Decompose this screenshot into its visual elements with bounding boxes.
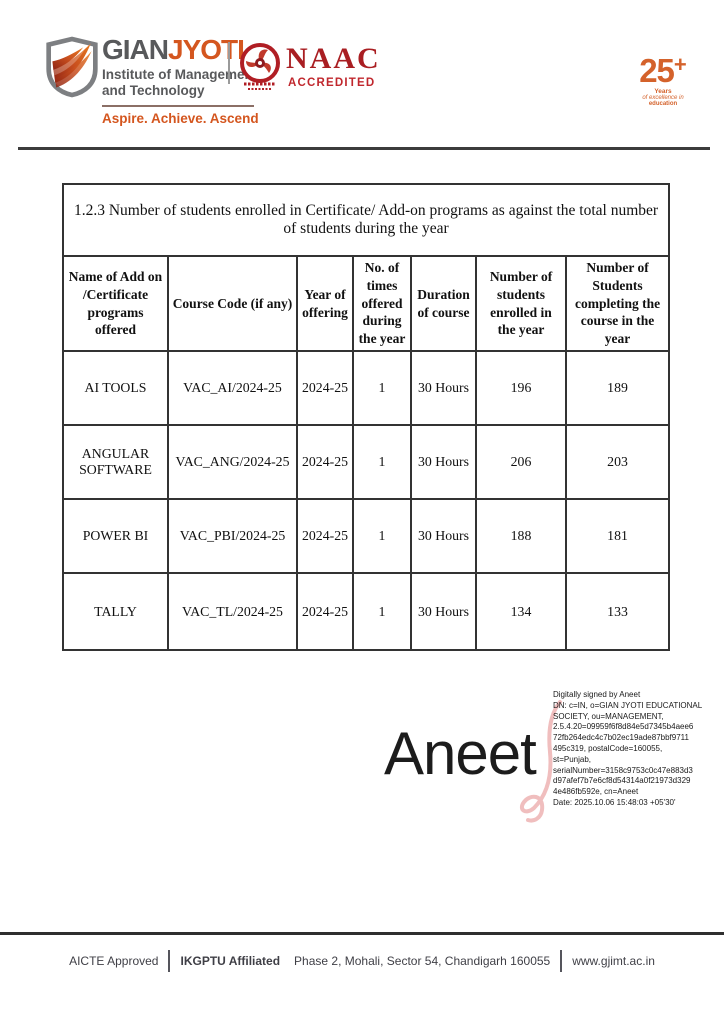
footer-divider bbox=[168, 950, 171, 972]
institute-tagline: Aspire. Achieve. Ascend bbox=[102, 111, 259, 127]
badge-number: 25 bbox=[639, 52, 675, 89]
footer-horizontal-rule bbox=[0, 932, 724, 935]
institute-name-gian: GIAN bbox=[102, 34, 169, 65]
cell-course-code: VAC_ANG/2024-25 bbox=[167, 424, 298, 501]
footer-aicte-label: AICTE Approved bbox=[69, 954, 159, 968]
cell-program-name: TALLY bbox=[62, 572, 169, 652]
gjimt-shield-logo-icon bbox=[46, 36, 98, 98]
col-header-duration: Duration of course bbox=[410, 254, 477, 353]
col-header-enrolled: Number of students enrolled in the year bbox=[475, 254, 567, 353]
cell-enrolled: 134 bbox=[475, 572, 567, 652]
signature-flourish-icon bbox=[519, 700, 562, 823]
header-vertical-divider bbox=[228, 42, 230, 84]
cell-year: 2024-25 bbox=[296, 498, 354, 575]
cell-times-offered: 1 bbox=[352, 350, 412, 427]
cell-times-offered: 1 bbox=[352, 572, 412, 652]
cell-completing: 133 bbox=[564, 572, 671, 652]
col-header-course-code: Course Code (if any) bbox=[167, 254, 298, 353]
col-header-times-offered: No. of times offered during the year bbox=[352, 254, 412, 353]
header-horizontal-rule bbox=[18, 147, 710, 150]
badge-excellence-label: of excellence in bbox=[642, 95, 684, 101]
footer-divider bbox=[560, 950, 563, 972]
cell-year: 2024-25 bbox=[296, 572, 354, 652]
cell-program-name: ANGULAR SOFTWARE bbox=[62, 424, 169, 501]
institute-name: GIANJYOTI bbox=[102, 36, 259, 64]
cell-year: 2024-25 bbox=[296, 424, 354, 501]
institute-name-jyoti: JYOTI bbox=[168, 34, 245, 65]
col-header-year: Year of offering bbox=[296, 254, 354, 353]
cell-program-name: POWER BI bbox=[62, 498, 169, 575]
footer-bar: AICTE Approved IKGPTU Affiliated Phase 2… bbox=[0, 948, 724, 974]
logo-divider-rule bbox=[102, 105, 254, 108]
digital-signature-details: Digitally signed by Aneet DN: c=IN, o=GI… bbox=[553, 690, 703, 807]
footer-website: www.gjimt.ac.in bbox=[572, 954, 655, 968]
institute-subtitle-line1: Institute of Management bbox=[102, 67, 258, 82]
cell-program-name: AI TOOLS bbox=[62, 350, 169, 427]
table-title: 1.2.3 Number of students enrolled in Cer… bbox=[61, 183, 671, 257]
table-row: ANGULAR SOFTWARE VAC_ANG/2024-25 2024-25… bbox=[62, 424, 671, 501]
enrollment-table: 1.2.3 Number of students enrolled in Cer… bbox=[61, 183, 671, 652]
cell-completing: 181 bbox=[564, 498, 671, 575]
cell-duration: 30 Hours bbox=[410, 350, 477, 427]
naac-title: NAAC bbox=[286, 42, 381, 75]
table-row: AI TOOLS VAC_AI/2024-25 2024-25 1 30 Hou… bbox=[62, 350, 671, 427]
cell-times-offered: 1 bbox=[352, 498, 412, 575]
badge-plus: + bbox=[673, 52, 687, 77]
cell-course-code: VAC_TL/2024-25 bbox=[167, 572, 298, 652]
cell-completing: 203 bbox=[564, 424, 671, 501]
cell-course-code: VAC_AI/2024-25 bbox=[167, 350, 298, 427]
cell-duration: 30 Hours bbox=[410, 572, 477, 652]
signature-name: Aneet bbox=[384, 720, 537, 787]
cell-duration: 30 Hours bbox=[410, 498, 477, 575]
cell-year: 2024-25 bbox=[296, 350, 354, 427]
cell-course-code: VAC_PBI/2024-25 bbox=[167, 498, 298, 575]
footer-ikgptu-label: IKGPTU Affiliated bbox=[180, 954, 281, 968]
institute-subtitle-line2: and Technology bbox=[102, 83, 205, 99]
cell-times-offered: 1 bbox=[352, 424, 412, 501]
col-header-completing: Number of Students completing the course… bbox=[564, 254, 671, 353]
naac-accredited-label: ACCREDITED bbox=[288, 77, 376, 89]
badge-years-label: Years bbox=[654, 88, 672, 95]
cell-enrolled: 188 bbox=[475, 498, 567, 575]
table-row: POWER BI VAC_PBI/2024-25 2024-25 1 30 Ho… bbox=[62, 498, 671, 575]
footer-address: Phase 2, Mohali, Sector 54, Chandigarh 1… bbox=[294, 954, 551, 968]
cell-enrolled: 196 bbox=[475, 350, 567, 427]
naac-logo-text: NAAC ACCREDITED bbox=[286, 42, 381, 90]
col-header-program-name: Name of Add on /Certificate programs off… bbox=[62, 254, 169, 353]
cell-completing: 189 bbox=[564, 350, 671, 427]
badge-education-label: education bbox=[648, 101, 678, 107]
cell-duration: 30 Hours bbox=[410, 424, 477, 501]
table-header-row: Name of Add on /Certificate programs off… bbox=[62, 254, 671, 353]
years-badge: 25+ Years of excellence in education bbox=[628, 52, 698, 107]
table-row: TALLY VAC_TL/2024-25 2024-25 1 30 Hours … bbox=[62, 572, 671, 652]
institute-logo-text: GIANJYOTI Institute of Management and Te… bbox=[102, 36, 259, 126]
cell-enrolled: 206 bbox=[475, 424, 567, 501]
naac-emblem-icon bbox=[240, 43, 280, 90]
